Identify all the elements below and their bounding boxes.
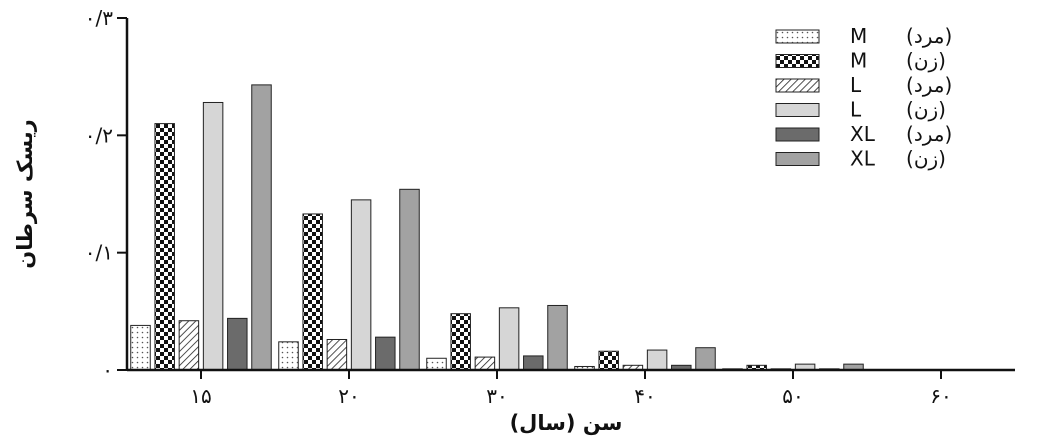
x-tick-label: ۵۰ (782, 384, 803, 408)
bar (498, 307, 520, 371)
legend-series-name: XL (850, 147, 876, 171)
y-tick-label: ۰/۲ (85, 123, 113, 147)
legend-swatch (775, 78, 820, 93)
legend-series-name: M (850, 24, 867, 48)
bar (523, 355, 544, 371)
bar (399, 188, 420, 371)
bar (598, 350, 619, 371)
legend-swatch (775, 103, 820, 117)
legend-series-name: XL (850, 122, 876, 146)
bar (426, 357, 447, 371)
bar (474, 356, 496, 371)
bar (695, 347, 716, 371)
legend-series-name: L (850, 73, 862, 97)
bar (646, 349, 668, 371)
legend-series-gender: (مرد) (906, 122, 952, 146)
bar (350, 199, 372, 371)
legend-swatch (775, 127, 820, 142)
bar (326, 338, 348, 371)
legend-series-gender: (مرد) (906, 24, 952, 48)
bar (375, 336, 396, 371)
legend-swatch (775, 29, 820, 44)
legend: M (مرد) M (زن) L (مرد) L (زن) XL (مرد) XL (زن) (775, 24, 952, 171)
x-axis-title: سن (سال) (510, 411, 623, 435)
y-axis-title: ریسک سرطان (13, 119, 37, 268)
legend-item: M (مرد) (775, 24, 952, 48)
legend-item: M (زن) (775, 49, 946, 73)
legend-item: XL (زن) (775, 147, 946, 171)
bars (130, 84, 864, 371)
legend-item: XL (مرد) (775, 122, 952, 146)
axes (125, 18, 1015, 372)
y-tick-label: ۰/۱ (85, 241, 113, 265)
legend-series-name: M (850, 49, 867, 73)
x-tick-label: ۶۰ (930, 384, 951, 408)
legend-item: L (زن) (775, 98, 946, 122)
bar (227, 317, 248, 371)
x-tick-label: ۴۰ (634, 384, 655, 408)
bar (202, 101, 224, 371)
bar (302, 213, 323, 371)
legend-swatch (775, 54, 820, 68)
legend-series-gender: (مرد) (906, 73, 952, 97)
bar (450, 313, 471, 371)
x-tick-label: ۳۰ (486, 384, 507, 408)
x-tick-label: ۲۰ (338, 384, 359, 408)
x-tick-label: ۱۵ (190, 384, 211, 408)
bar (154, 123, 175, 371)
bar (278, 341, 299, 371)
legend-series-gender: (زن) (906, 147, 946, 171)
legend-swatch (775, 152, 820, 166)
legend-series-gender: (زن) (906, 49, 946, 73)
y-tick-label: ۰ (102, 358, 113, 382)
y-tick-label: ۰/۳ (85, 6, 113, 30)
bar (178, 320, 200, 371)
legend-series-gender: (زن) (906, 98, 946, 122)
legend-item: L (مرد) (775, 73, 952, 97)
bar (547, 304, 568, 371)
legend-series-name: L (850, 98, 862, 122)
bar (251, 84, 272, 371)
bar (130, 324, 151, 371)
